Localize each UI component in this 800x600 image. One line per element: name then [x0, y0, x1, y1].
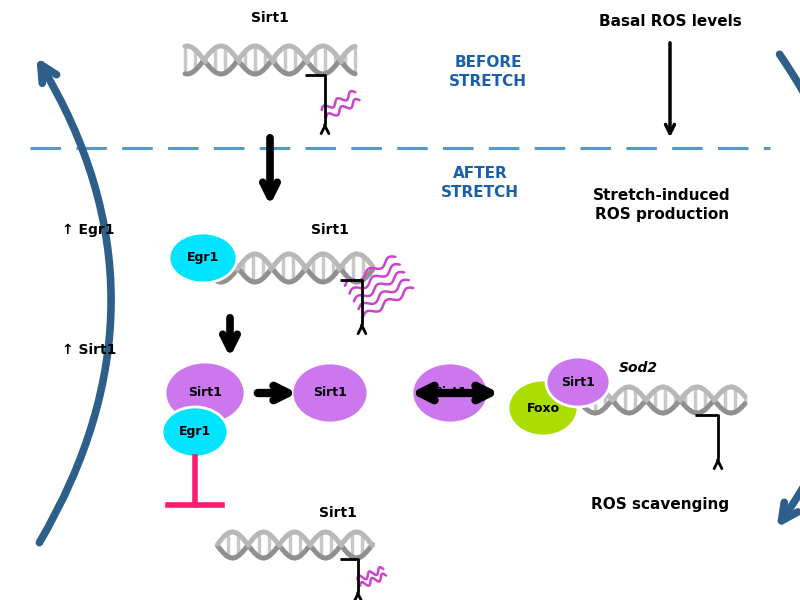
Text: Sirt1: Sirt1 [433, 386, 467, 400]
Text: Sod2: Sod2 [618, 361, 658, 375]
Text: BEFORE
STRETCH: BEFORE STRETCH [449, 55, 527, 89]
Ellipse shape [412, 363, 488, 423]
Ellipse shape [546, 357, 610, 407]
FancyArrowPatch shape [779, 54, 800, 521]
Text: Sirt1: Sirt1 [319, 506, 357, 520]
Text: Sirt1: Sirt1 [311, 223, 349, 237]
Text: Basal ROS levels: Basal ROS levels [598, 14, 742, 29]
Text: Foxo: Foxo [526, 401, 559, 415]
Text: Sirt1: Sirt1 [188, 386, 222, 400]
Ellipse shape [508, 380, 578, 436]
Text: ↑ Sirt1: ↑ Sirt1 [62, 343, 116, 357]
Text: Sirt1: Sirt1 [561, 376, 595, 389]
Text: Sirt1: Sirt1 [251, 11, 289, 25]
Text: Sirt1: Sirt1 [313, 386, 347, 400]
Ellipse shape [162, 407, 228, 457]
Text: ROS scavenging: ROS scavenging [591, 497, 729, 512]
Ellipse shape [292, 363, 368, 423]
Text: Egr1: Egr1 [187, 251, 219, 265]
Text: Egr1: Egr1 [179, 425, 211, 439]
Text: ↑ Egr1: ↑ Egr1 [62, 223, 114, 237]
Text: AFTER
STRETCH: AFTER STRETCH [441, 166, 519, 200]
Ellipse shape [165, 362, 245, 424]
FancyArrowPatch shape [39, 65, 111, 542]
Ellipse shape [169, 233, 237, 283]
Text: Stretch-induced
ROS production: Stretch-induced ROS production [593, 188, 731, 222]
